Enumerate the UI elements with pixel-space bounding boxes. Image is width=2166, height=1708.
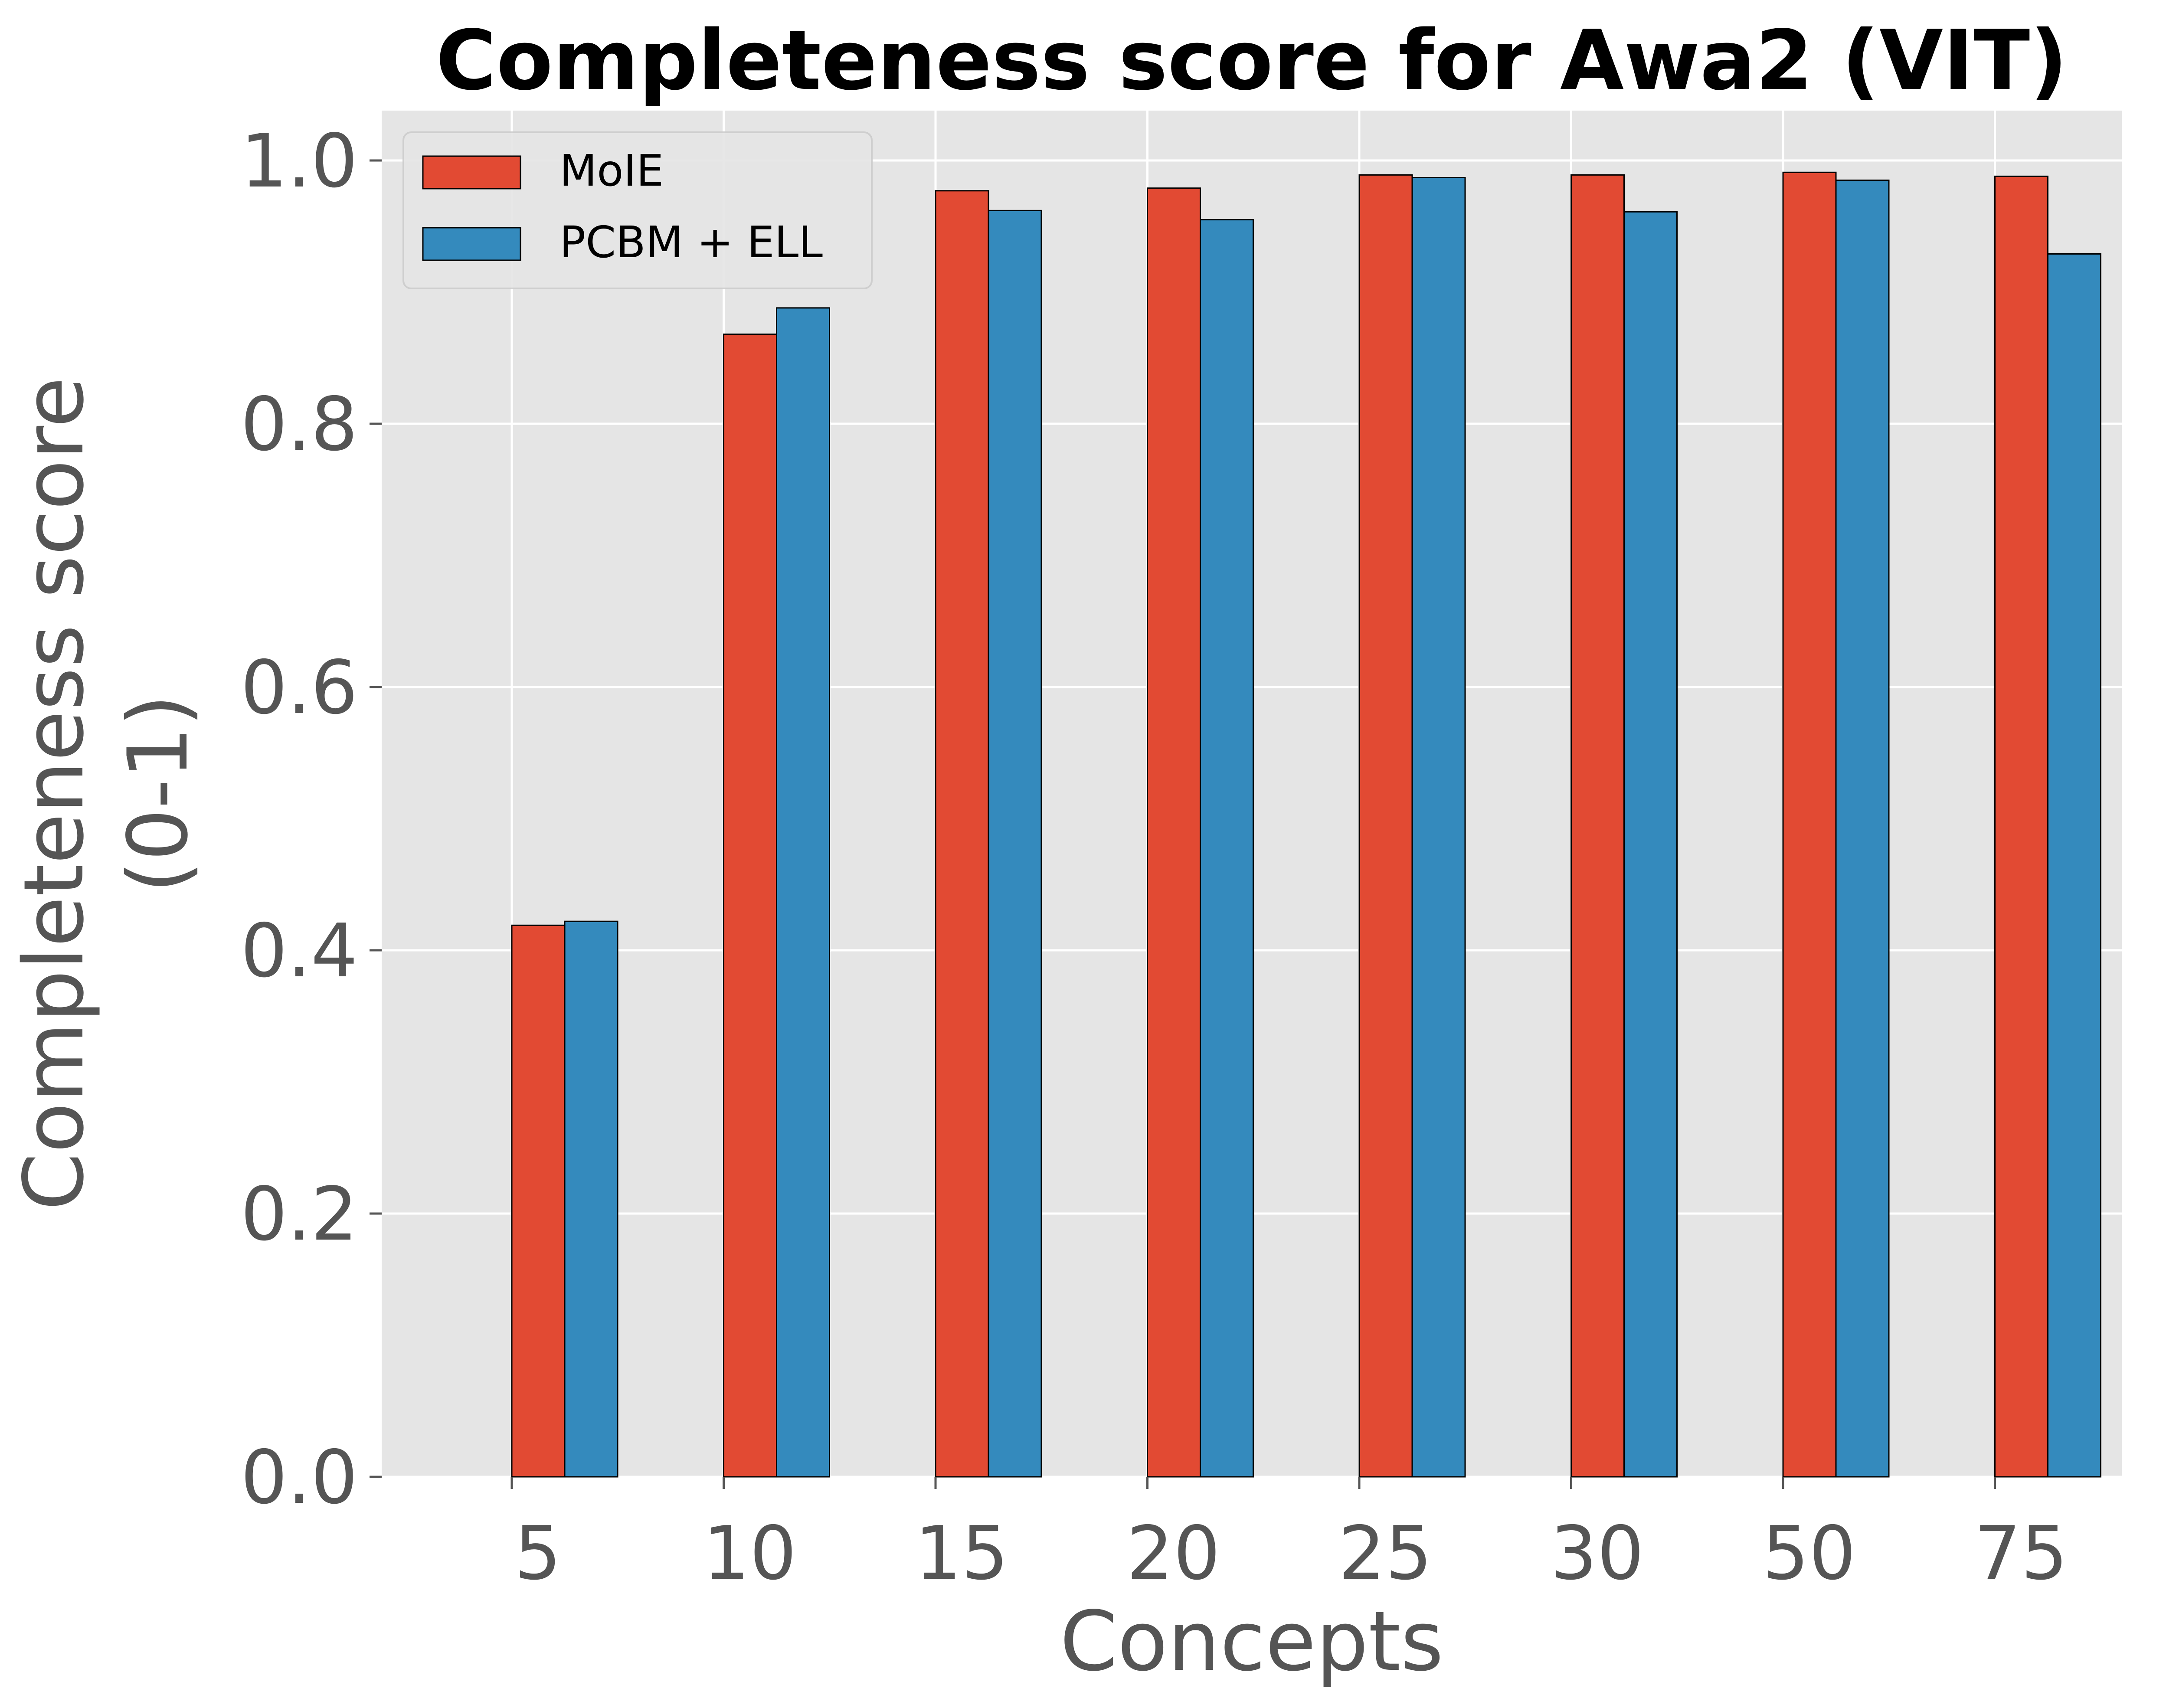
bar-moie-15 xyxy=(935,190,989,1478)
x-tick-label: 15 xyxy=(915,1511,1008,1597)
bar-pcbm-ell-15 xyxy=(988,209,1042,1478)
y-axis-label-line2: (0-1) xyxy=(110,694,206,893)
y-tick-label: 0.8 xyxy=(241,382,358,468)
x-tick-label: 20 xyxy=(1126,1511,1220,1597)
bar-pcbm-ell-10 xyxy=(776,307,830,1478)
x-tick-label: 25 xyxy=(1338,1511,1432,1597)
legend-swatch-moie xyxy=(422,155,521,190)
bar-moie-10 xyxy=(723,334,777,1478)
chart-title: Completeness score for Awa2 (VIT) xyxy=(436,13,2068,108)
bar-pcbm-ell-25 xyxy=(1411,177,1466,1478)
y-tick-label: 0.2 xyxy=(241,1171,358,1257)
bar-pcbm-ell-20 xyxy=(1200,219,1254,1478)
x-tick-label: 75 xyxy=(1974,1511,2068,1597)
y-tick-label: 0.0 xyxy=(241,1435,358,1521)
y-tick-label: 0.4 xyxy=(241,908,358,994)
bar-moie-25 xyxy=(1358,174,1413,1478)
bar-pcbm-ell-75 xyxy=(2047,253,2101,1478)
bar-pcbm-ell-50 xyxy=(1835,180,1890,1478)
y-tick-label: 0.6 xyxy=(241,645,358,731)
legend-label-pcbm-ell: PCBM + ELL xyxy=(559,217,823,268)
y-axis-label-line1: Completeness score xyxy=(6,377,102,1211)
x-tick-label: 10 xyxy=(703,1511,796,1597)
x-tick-label: 30 xyxy=(1550,1511,1644,1597)
y-tick-label: 1.0 xyxy=(241,118,358,204)
bar-pcbm-ell-30 xyxy=(1623,211,1678,1478)
legend-swatch-pcbm-ell xyxy=(422,227,521,261)
x-tick-label: 5 xyxy=(514,1511,561,1597)
bar-moie-50 xyxy=(1782,171,1837,1478)
tick-labels: 0.0 0.2 0.4 0.6 0.8 1.0 5 10 15 20 25 30 50 75 xyxy=(241,118,2068,1597)
x-tick-label: 50 xyxy=(1762,1511,1856,1597)
legend: MoIE PCBM + ELL xyxy=(402,131,873,289)
bar-moie-75 xyxy=(1994,175,2048,1478)
legend-label-moie: MoIE xyxy=(559,145,664,196)
bar-pcbm-ell-5 xyxy=(564,920,618,1478)
bars xyxy=(511,171,2101,1478)
bar-moie-20 xyxy=(1147,187,1201,1478)
x-axis-label: Concepts xyxy=(1060,1593,1444,1689)
bar-moie-30 xyxy=(1571,174,1625,1478)
bar-moie-5 xyxy=(511,924,566,1478)
